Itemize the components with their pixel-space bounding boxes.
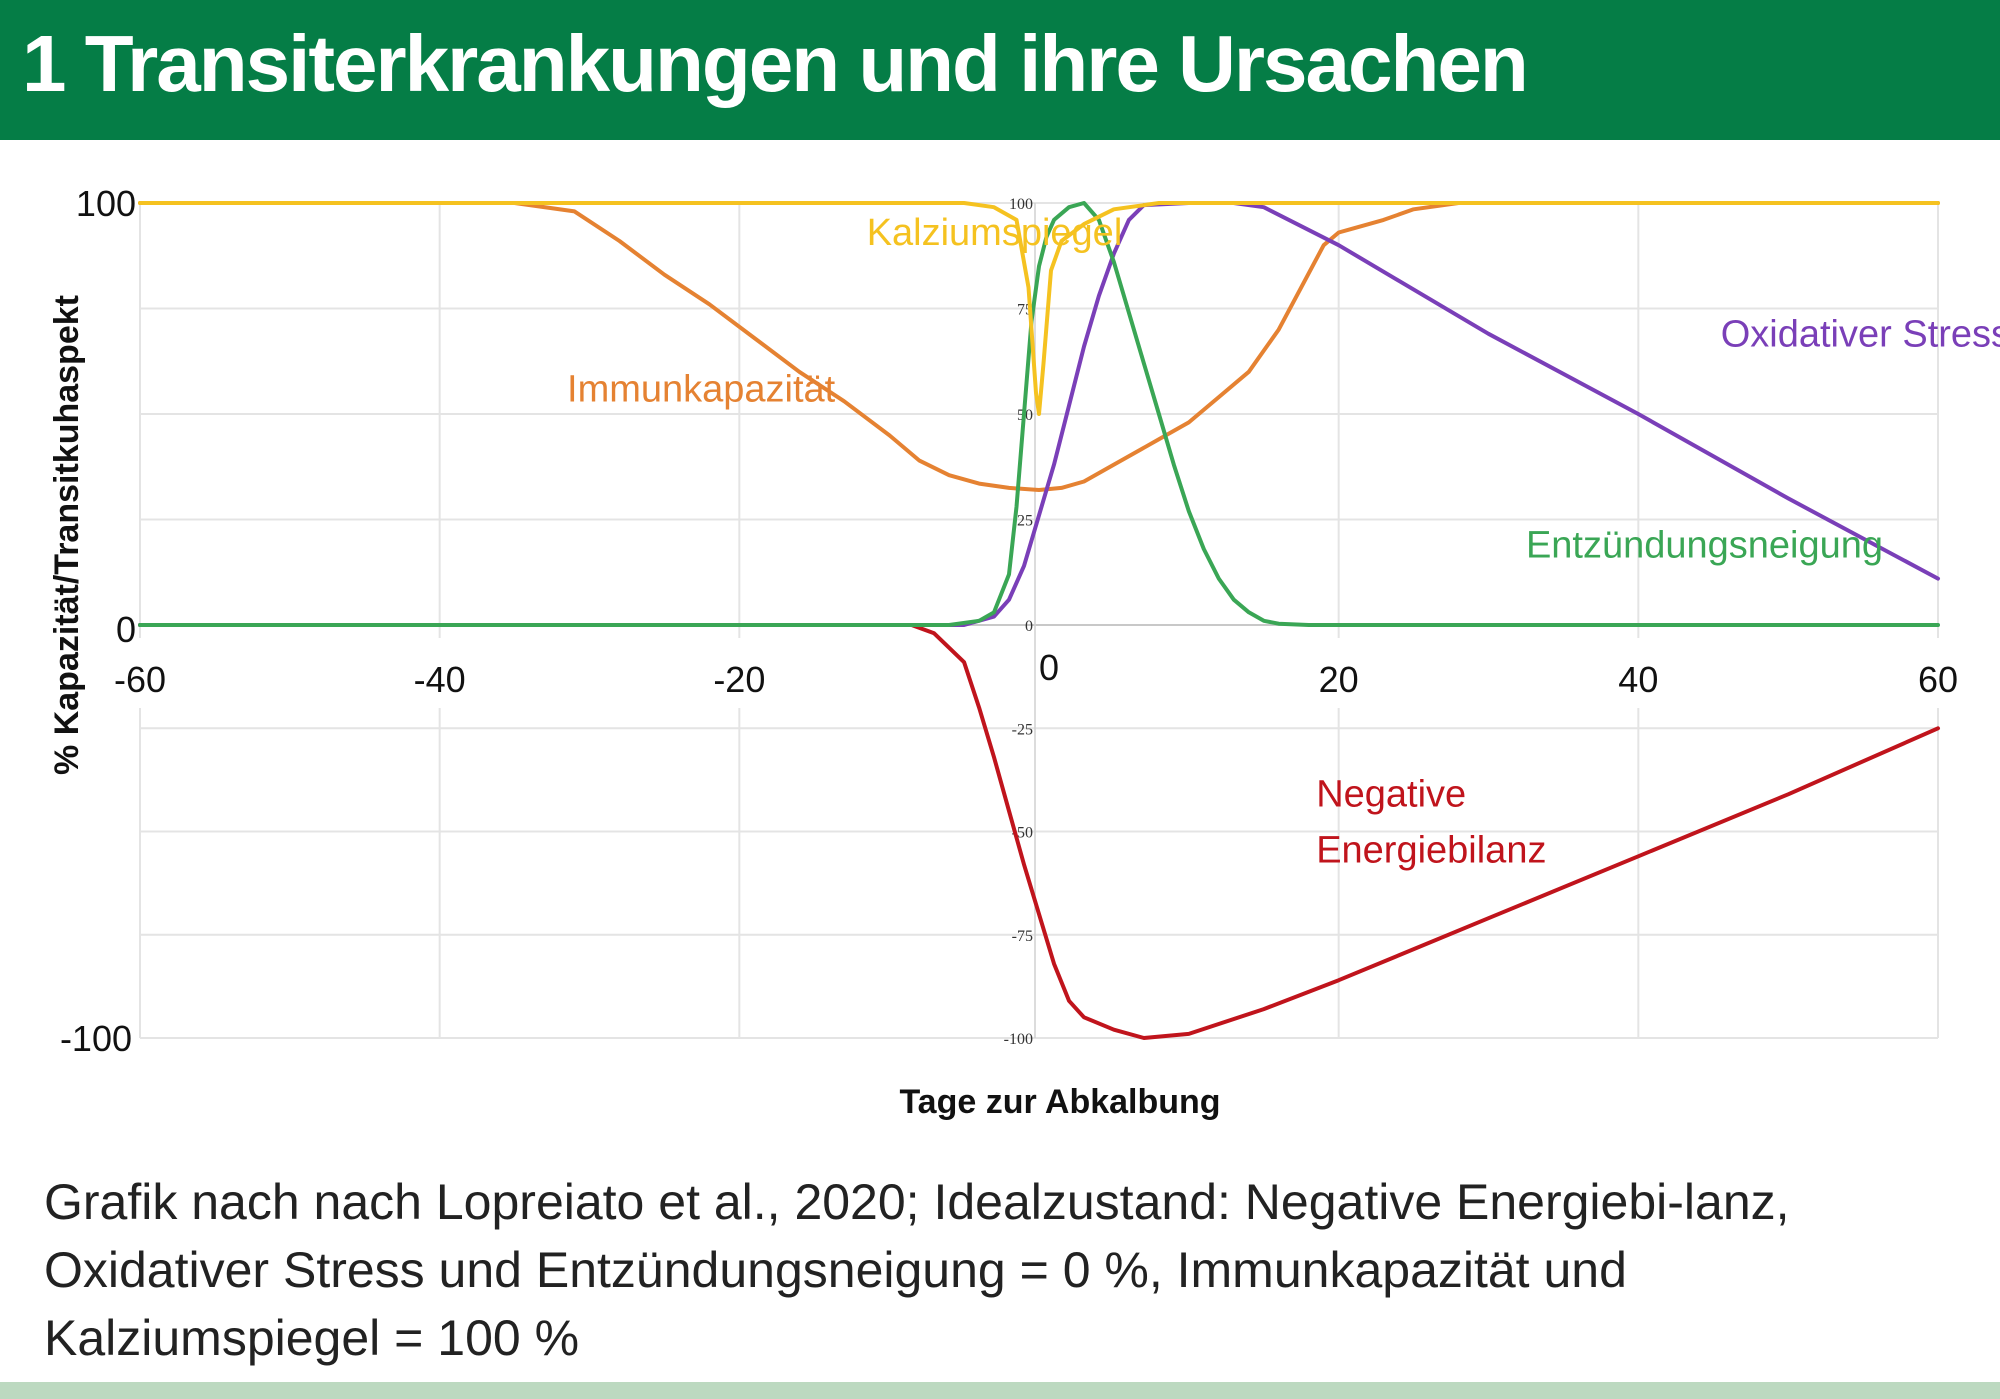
series-label-negative-energiebilanz: Energiebilanz bbox=[1316, 830, 1546, 872]
series-label-negative-energiebilanz: Negative bbox=[1316, 774, 1466, 816]
inner-y-tick-label: -100 bbox=[1004, 1031, 1033, 1048]
series-labels: Kalziumspiegel Immunkapazität Oxidativer S… bbox=[567, 212, 2000, 872]
x-axis-label: Tage zur Abkalbung bbox=[899, 1083, 1220, 1121]
chart-series bbox=[138, 201, 1940, 1040]
x-tick-label: 20 bbox=[1319, 659, 1359, 700]
y-tick-label: 0 bbox=[116, 609, 136, 650]
x-tick-label: 60 bbox=[1918, 659, 1958, 700]
x-tick-label: -60 bbox=[114, 659, 166, 700]
x-tick-label: 40 bbox=[1618, 659, 1658, 700]
series-label-kalziumspiegel: Kalziumspiegel bbox=[867, 212, 1123, 254]
y-axis-label: % Kapazität/Transitkuhaspekt bbox=[48, 295, 86, 775]
series-label-oxidativer-stress: Oxidativer Stress bbox=[1721, 313, 2000, 355]
x-tick-label: -40 bbox=[414, 659, 466, 700]
series-line-kalziumspiegel bbox=[138, 201, 1940, 416]
series-label-immunkapazit-t: Immunkapazität bbox=[567, 368, 836, 410]
inner-y-tick-label: -75 bbox=[1012, 928, 1033, 945]
footer-bar bbox=[0, 1382, 2000, 1399]
page-title: 1 Transiterkrankungen und ihre Ursachen bbox=[22, 19, 1529, 108]
y-tick-label: -100 bbox=[60, 1018, 132, 1059]
inner-y-tick-label: 25 bbox=[1017, 513, 1033, 530]
series-line-negative-energiebilanz bbox=[138, 623, 1940, 1040]
inner-y-tick-label: 100 bbox=[1009, 196, 1033, 213]
header-bar: 1 Transiterkrankungen und ihre Ursachen bbox=[0, 0, 2000, 140]
series-line-oxidativer-stress bbox=[138, 201, 1940, 627]
axis-ticks: -60 -40 -20 0 20 40 60 -100 0 100 bbox=[60, 183, 1958, 1059]
series-line-entz-ndungsneigung bbox=[138, 201, 1940, 627]
x-tick-band bbox=[110, 638, 1980, 708]
chart-grid bbox=[110, 202, 1980, 1039]
y-tick-label: 100 bbox=[76, 183, 136, 224]
caption: Grafik nach nach Lopreiato et al., 2020;… bbox=[44, 1174, 1790, 1366]
series-line-immunkapazit-t bbox=[138, 201, 1940, 492]
series-label-entz-ndungsneigung: Entzündungsneigung bbox=[1526, 524, 1883, 566]
inner-y-tick-label: 0 bbox=[1025, 618, 1033, 635]
x-tick-label: -20 bbox=[713, 659, 765, 700]
x-tick-label: 0 bbox=[1039, 647, 1059, 688]
inner-y-tick-label: -25 bbox=[1012, 721, 1033, 738]
